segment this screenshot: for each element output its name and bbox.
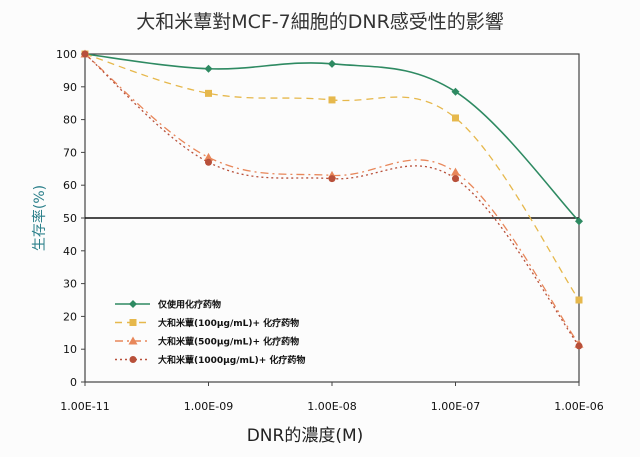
data-point — [451, 87, 460, 96]
series-line — [84, 53, 580, 222]
data-point — [204, 152, 213, 161]
x-tick-label: 1.00E-08 — [307, 400, 356, 413]
legend-label: 大和米蕈(1000μg/mL)+ 化疗药物 — [158, 354, 305, 366]
data-point — [328, 59, 336, 68]
data-point — [575, 342, 583, 350]
y-tick-label: 60 — [63, 179, 77, 192]
data-point — [328, 175, 336, 183]
y-tick-label: 80 — [63, 114, 77, 127]
y-axis-label: 生存率(%) — [31, 185, 48, 251]
series-line — [84, 53, 580, 345]
data-point — [451, 167, 460, 176]
y-tick-label: 0 — [70, 376, 77, 389]
legend-marker — [128, 336, 138, 345]
legend-label: 大和米蕈(500μg/mL)+ 化疗药物 — [158, 336, 299, 348]
x-axis-label: DNR的濃度(M) — [247, 426, 364, 446]
x-tick-label: 1.00E-11 — [60, 400, 109, 413]
y-tick-label: 50 — [63, 212, 77, 225]
y-tick-label: 90 — [63, 81, 77, 94]
legend-marker — [129, 356, 137, 363]
y-tick-label: 10 — [63, 343, 77, 356]
y-tick-label: 30 — [63, 278, 77, 291]
data-point — [205, 89, 212, 97]
x-tick-label: 1.00E-07 — [431, 400, 480, 413]
legend-marker — [129, 300, 137, 308]
x-tick-label: 1.00E-06 — [554, 400, 603, 413]
series-4 — [81, 50, 583, 350]
data-point — [205, 158, 212, 166]
data-point — [204, 64, 213, 73]
x-tick-label: 1.00E-09 — [184, 400, 233, 413]
legend-item: 大和米蕈(500μg/mL)+ 化疗药物 — [115, 336, 299, 348]
data-point — [328, 96, 336, 104]
data-point — [575, 217, 583, 226]
legend-marker — [129, 319, 137, 326]
series-line — [84, 53, 580, 347]
data-point — [452, 114, 459, 122]
legend-label: 大和米蕈(100μg/mL)+ 化疗药物 — [158, 317, 299, 329]
legend-label: 仅使用化疗药物 — [157, 299, 221, 311]
legend-item: 大和米蕈(1000μg/mL)+ 化疗药物 — [115, 354, 305, 366]
y-tick-label: 40 — [63, 245, 77, 258]
series-3 — [80, 49, 584, 348]
legend-item: 大和米蕈(100μg/mL)+ 化疗药物 — [115, 317, 299, 329]
data-point — [452, 175, 459, 183]
y-tick-label: 70 — [63, 146, 77, 159]
y-tick-label: 20 — [63, 310, 77, 323]
data-point — [575, 296, 583, 304]
series-1 — [81, 50, 583, 226]
legend-item: 仅使用化疗药物 — [115, 299, 221, 311]
y-tick-label: 100 — [56, 48, 77, 61]
chart-title: 大和米蕈對MCF-7細胞的DNR感受性的影響 — [136, 11, 504, 33]
data-point — [81, 50, 89, 58]
